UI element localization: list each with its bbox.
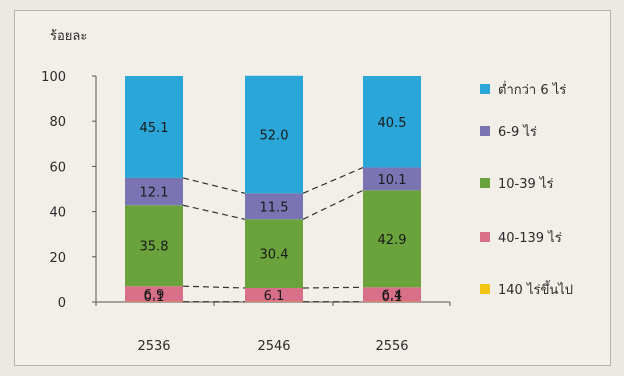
legend: ต่ำกว่า 6 ไร่ 6-9 ไร่ 10-39 ไร่ 40-139 ไร่ 1… xyxy=(480,81,573,298)
connector-line xyxy=(302,286,364,289)
bar-segment xyxy=(125,177,183,206)
bar-segment xyxy=(125,205,183,287)
y-tick-label: 20 xyxy=(49,251,66,266)
legend-swatch xyxy=(480,126,490,136)
y-tick-label: 100 xyxy=(41,70,66,85)
data-label: 6.9 xyxy=(144,288,165,303)
data-label: 6.1 xyxy=(264,289,285,304)
legend-swatch xyxy=(480,232,490,242)
bar-segment xyxy=(125,286,183,302)
bar-segment xyxy=(363,167,421,191)
bar-segment xyxy=(363,287,421,302)
bar-segment xyxy=(363,76,421,168)
data-label: 52.0 xyxy=(260,129,289,144)
bar-segment xyxy=(245,219,303,288)
segment-labels: 0.16.935.812.145.16.130.411.552.00.16.44… xyxy=(140,116,407,305)
bar-segment xyxy=(245,193,303,220)
legend-swatch xyxy=(480,284,490,294)
legend-swatch xyxy=(480,84,490,94)
data-label: 42.9 xyxy=(378,233,407,248)
legend-label: 10-39 ไร่ xyxy=(498,176,553,192)
data-label: 11.5 xyxy=(260,200,289,215)
connector-line xyxy=(302,189,364,220)
bar-segment xyxy=(245,75,303,194)
connector-line xyxy=(302,166,364,194)
data-label: 0.1 xyxy=(144,290,165,305)
connector-line xyxy=(182,285,246,289)
legend-label: 6-9 ไร่ xyxy=(498,124,537,140)
bars xyxy=(125,75,421,302)
connector-line xyxy=(182,204,246,220)
data-label: 12.1 xyxy=(140,186,169,201)
data-label: 35.8 xyxy=(140,240,169,255)
legend-label: 40-139 ไร่ xyxy=(498,230,562,246)
chart-frame xyxy=(14,10,611,366)
y-tick-label: 40 xyxy=(49,206,66,221)
data-label: 40.5 xyxy=(378,116,407,131)
bar-segment xyxy=(245,287,303,302)
y-axis-unit-label: ร้อยละ xyxy=(50,29,87,44)
x-tick-label: 2536 xyxy=(137,339,170,354)
data-label: 45.1 xyxy=(140,121,169,136)
legend-label: ต่ำกว่า 6 ไร่ xyxy=(498,81,566,98)
data-label: 0.1 xyxy=(382,290,403,305)
legend-swatch xyxy=(480,178,490,188)
connector-lines xyxy=(182,166,364,303)
bar-segment xyxy=(363,190,421,288)
data-label: 6.4 xyxy=(382,289,403,304)
bar-segment xyxy=(125,76,183,178)
x-tick-label: 2546 xyxy=(257,339,290,354)
y-tick-label: 80 xyxy=(49,115,66,130)
connector-line xyxy=(182,177,246,194)
y-tick-label: 60 xyxy=(49,160,66,175)
y-tick-label: 0 xyxy=(58,296,66,311)
x-tick-label: 2556 xyxy=(375,339,408,354)
data-label: 10.1 xyxy=(378,173,407,188)
legend-label: 140 ไร่ขึ้นไป xyxy=(498,280,573,298)
data-label: 30.4 xyxy=(260,248,289,263)
